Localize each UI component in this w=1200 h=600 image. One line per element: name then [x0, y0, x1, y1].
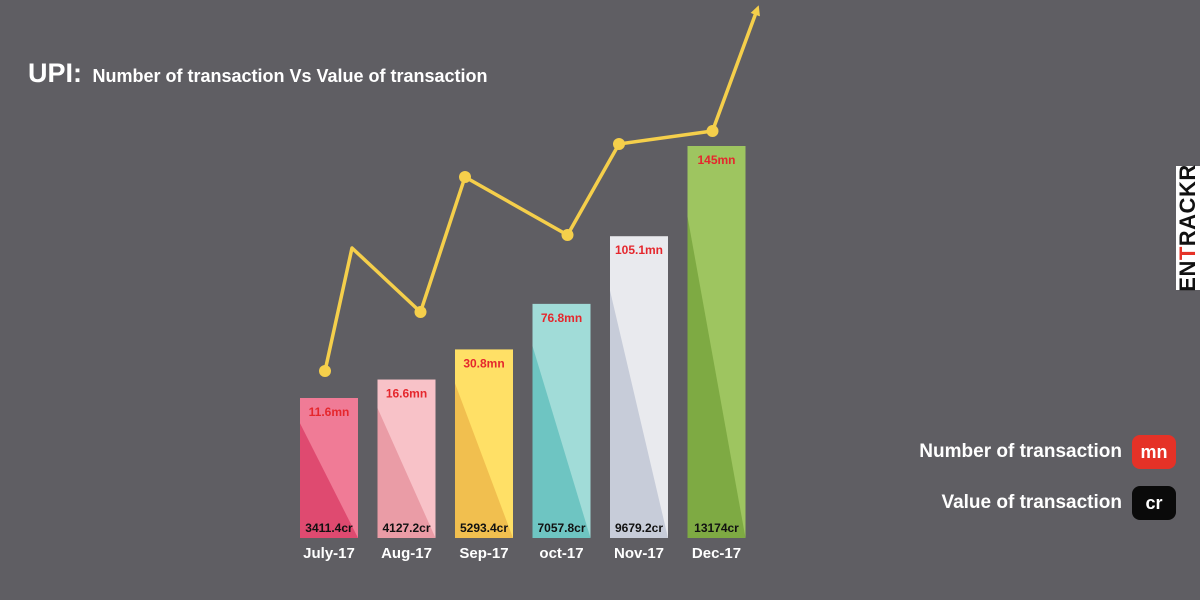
trend-point	[414, 306, 427, 318]
value-label: 9679.2cr	[615, 521, 663, 535]
x-tick-label: oct-17	[539, 545, 583, 562]
count-label: 30.8mn	[463, 356, 504, 370]
value-label: 7057.8cr	[537, 521, 585, 535]
trend-point	[613, 138, 625, 150]
bar-shade	[610, 290, 668, 538]
bar-oct-17	[532, 303, 591, 538]
x-tick-label: Sep-17	[459, 545, 508, 562]
trend-point	[459, 171, 471, 183]
brand-wordmark: ENTRACKR	[1175, 164, 1200, 292]
legend-number-of-transaction: Number of transaction mn	[919, 435, 1176, 469]
trend-point	[319, 365, 331, 377]
bar-shade	[377, 408, 436, 538]
trend-line	[319, 5, 760, 377]
data-labels: 11.6mn 3411.4cr 16.6mn 4127.2cr 30.8mn 5293.4…	[305, 153, 739, 535]
title-main: UPI:	[28, 58, 82, 88]
title-subtitle: Number of transaction Vs Value of transa…	[92, 66, 488, 86]
trend-polyline	[323, 5, 760, 372]
count-label: 105.1mn	[615, 243, 663, 257]
bar-July-17	[300, 398, 358, 538]
bar-shade	[532, 346, 591, 538]
value-label: 13174cr	[694, 521, 739, 535]
count-label: 76.8mn	[541, 311, 582, 325]
trend-point	[706, 125, 719, 137]
legend-value-chip: cr	[1132, 486, 1176, 520]
value-label: 3411.4cr	[305, 521, 353, 535]
x-axis-labels: July-17 Aug-17 Sep-17 oct-17 Nov-17 Dec-17	[303, 545, 741, 562]
x-tick-label: July-17	[303, 545, 355, 562]
bar-Sep-17	[455, 349, 513, 538]
bar-Nov-17	[610, 236, 668, 538]
chart-title: UPI: Number of transaction Vs Value of t…	[28, 58, 488, 89]
bar-shade	[687, 216, 746, 538]
brand-logo: ENTRACKR	[1175, 164, 1200, 292]
x-tick-label: Aug-17	[381, 545, 432, 562]
bar-shade	[300, 423, 358, 538]
legend-count-chip: mn	[1132, 435, 1176, 469]
legend-value-of-transaction: Value of transaction cr	[941, 486, 1176, 520]
bars	[300, 146, 746, 538]
trend-point	[561, 229, 574, 241]
legend-count-label: Number of transaction	[919, 441, 1122, 462]
value-label: 4127.2cr	[382, 521, 430, 535]
bar-Dec-17	[687, 146, 746, 538]
bar-shade	[455, 383, 513, 538]
x-tick-label: Dec-17	[692, 545, 741, 562]
x-tick-label: Nov-17	[614, 545, 664, 562]
value-label: 5293.4cr	[460, 521, 508, 535]
bar-Aug-17	[377, 379, 436, 538]
count-label: 11.6mn	[309, 405, 350, 419]
count-label: 16.6mn	[386, 387, 427, 401]
legend-value-label: Value of transaction	[941, 492, 1122, 513]
count-label: 145mn	[697, 153, 735, 167]
